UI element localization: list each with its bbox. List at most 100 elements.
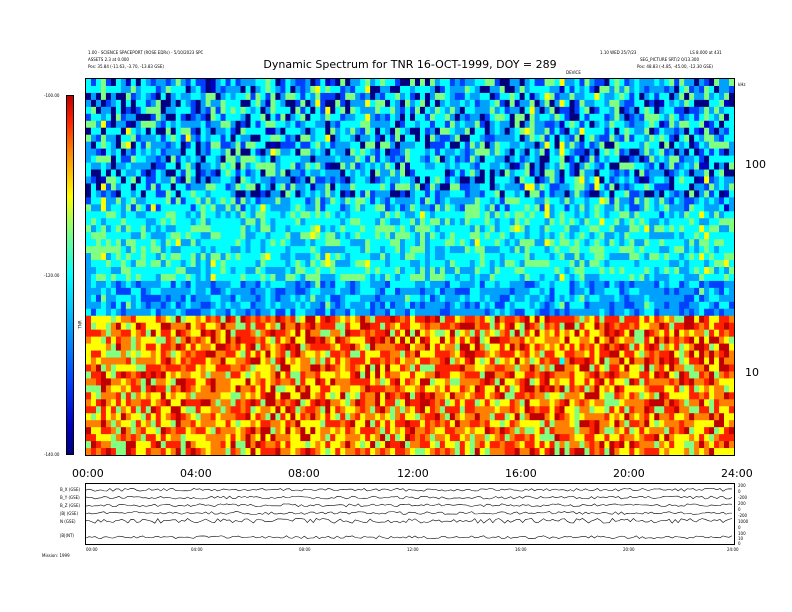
spectrogram-cell	[444, 239, 451, 247]
spectrogram-cell	[240, 343, 247, 352]
spectrogram-cell	[225, 280, 232, 289]
spectrogram-cell	[410, 413, 416, 421]
spectrogram-cell	[155, 392, 162, 400]
spectrogram-cell	[225, 294, 232, 303]
spectrogram-cell	[355, 204, 361, 212]
spectrogram-cell	[459, 225, 466, 233]
spectrogram-cell	[95, 420, 102, 428]
spectrogram-cell	[499, 357, 506, 365]
spectrogram-cell	[185, 273, 192, 282]
spectrogram-cell	[360, 260, 366, 268]
spectrogram-cell	[165, 141, 172, 150]
spectrogram-cell	[469, 148, 476, 157]
spectrogram-cell	[95, 92, 102, 101]
spectrogram-cell	[225, 322, 232, 331]
spectrogram-cell	[444, 92, 451, 101]
spectrogram-cell	[534, 448, 541, 455]
spectrogram-cell	[360, 113, 366, 122]
spectrogram-cell	[529, 204, 536, 212]
spectrogram-cell	[469, 301, 476, 310]
spectrogram-cell	[469, 162, 476, 171]
spectrogram-cell	[86, 350, 92, 359]
spectrogram-cell	[245, 176, 251, 184]
spectrogram-cell	[235, 441, 242, 449]
spectrogram-cell	[230, 246, 237, 254]
spectrogram-cell	[185, 260, 192, 268]
spectrogram-cell	[464, 79, 471, 87]
spectrogram-cell	[120, 127, 127, 136]
spectrogram-cell	[395, 204, 401, 212]
spectrogram-cell	[345, 148, 351, 157]
spectrogram-cell	[494, 420, 501, 428]
spectrogram-cell	[200, 301, 207, 310]
spectrogram-cell	[140, 336, 147, 345]
spectrogram-cell	[529, 211, 536, 219]
spectrogram-cell	[180, 420, 187, 428]
spectrogram-cell	[524, 385, 531, 393]
spectrogram-cell	[534, 280, 541, 289]
spectrogram-cell	[110, 385, 117, 393]
spectrogram-cell	[155, 155, 162, 164]
spectrogram-cell	[100, 315, 107, 324]
spectrogram-cell	[250, 301, 256, 310]
spectrogram-cell	[419, 448, 426, 455]
spectrogram-cell	[315, 448, 321, 455]
spectrogram-cell	[90, 434, 97, 442]
spectrogram-cell	[185, 294, 192, 303]
spectrogram-cell	[464, 441, 471, 449]
spectrogram-cell	[220, 141, 227, 150]
spectrogram-cell	[534, 134, 541, 143]
spectrogram-cell	[210, 427, 217, 435]
spectrogram-cell	[120, 448, 127, 455]
spectrogram-cell	[449, 204, 456, 212]
spectrogram-cell	[355, 253, 361, 261]
spectrogram-cell	[300, 204, 306, 212]
spectrogram-cell	[424, 280, 431, 289]
spectrogram-cell	[534, 350, 541, 359]
spectrogram-cell	[160, 350, 167, 359]
spectrogram-cell	[424, 155, 431, 164]
spectrogram-cell	[474, 399, 481, 407]
spectrogram-cell	[330, 322, 336, 331]
spectrogram-cell	[300, 134, 306, 143]
spectrogram-cell	[434, 357, 441, 365]
spectrogram-cell	[290, 287, 296, 296]
spectrogram-cell	[489, 162, 496, 171]
spectrogram-cell	[400, 378, 406, 386]
spectrogram-cell	[405, 253, 411, 261]
spectrogram-cell	[365, 441, 371, 449]
spectrogram-cell	[534, 120, 541, 129]
spectrogram-cell	[340, 315, 346, 324]
spectrogram-cell	[295, 218, 301, 226]
spectrogram-cell	[130, 218, 137, 226]
spectrogram-cell	[110, 106, 117, 115]
spectrogram-cell	[270, 106, 276, 115]
spectrogram-cell	[86, 406, 92, 414]
spectrogram-cell	[86, 225, 92, 233]
spectrogram-cell	[449, 155, 456, 164]
spectrogram-cell	[434, 211, 441, 219]
spectrogram-cell	[275, 406, 281, 414]
spectrogram-cell	[215, 239, 222, 247]
spectrogram-cell	[210, 364, 217, 372]
spectrogram-cell	[110, 239, 117, 247]
spectrogram-cell	[434, 225, 441, 233]
spectrogram-cell	[439, 85, 446, 94]
spectrogram-cell	[180, 106, 187, 115]
spectrogram-cell	[330, 273, 336, 282]
spectrogram-cell	[210, 225, 217, 233]
spectrogram-cell	[424, 357, 431, 365]
spectrogram-cell	[410, 385, 416, 393]
spectrogram-cell	[459, 246, 466, 254]
spectrogram-cell	[395, 441, 401, 449]
spectrogram-cell	[380, 287, 386, 296]
spectrogram-cell	[325, 399, 331, 407]
spectrogram-cell	[355, 85, 361, 94]
spectrogram-cell	[400, 434, 406, 442]
spectrogram-cell	[300, 315, 306, 324]
spectrogram-cell	[424, 148, 431, 157]
spectrogram-cell	[434, 441, 441, 449]
spectrogram-cell	[95, 141, 102, 150]
spectrogram-cell	[95, 155, 102, 164]
spectrogram-cell	[400, 127, 406, 136]
